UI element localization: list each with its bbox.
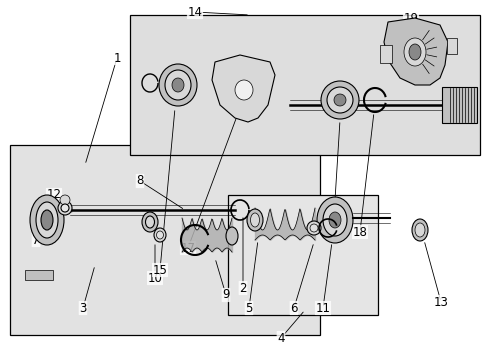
Ellipse shape [58,201,72,215]
Ellipse shape [316,197,352,243]
Text: 14: 14 [187,5,202,18]
Ellipse shape [333,94,346,106]
Ellipse shape [306,221,320,235]
Ellipse shape [309,224,317,232]
Ellipse shape [154,228,165,242]
Text: 2: 2 [239,282,246,294]
Text: 18: 18 [352,225,366,238]
Polygon shape [212,55,274,122]
Text: 7: 7 [32,234,40,247]
Ellipse shape [36,202,58,238]
Ellipse shape [250,213,259,227]
Bar [10,145,319,335]
Bar [25,270,53,280]
Ellipse shape [235,80,252,100]
Text: 17: 17 [180,242,195,255]
Text: 1: 1 [113,51,121,64]
Text: 11: 11 [315,302,330,315]
Text: 8: 8 [136,175,143,188]
Ellipse shape [30,195,64,245]
Bar [446,38,456,54]
Text: 4: 4 [277,332,284,345]
Text: 15: 15 [152,264,167,276]
Bar [130,15,479,155]
Ellipse shape [142,212,158,232]
Ellipse shape [145,216,154,228]
Text: 9: 9 [222,288,229,302]
Ellipse shape [403,38,425,66]
Ellipse shape [326,87,352,113]
Bar [227,195,377,315]
Ellipse shape [41,210,53,230]
Text: 16: 16 [325,225,340,238]
Ellipse shape [320,81,358,119]
Bar [379,45,391,63]
Text: 3: 3 [79,302,86,315]
Ellipse shape [246,209,263,231]
Text: 10: 10 [147,271,162,284]
Ellipse shape [225,227,238,245]
Ellipse shape [411,219,427,241]
Text: 13: 13 [433,296,447,309]
Text: 5: 5 [245,302,252,315]
Text: 6: 6 [290,302,297,315]
Ellipse shape [156,231,163,239]
Ellipse shape [164,70,191,100]
Ellipse shape [159,64,197,106]
Ellipse shape [408,44,420,60]
Ellipse shape [61,204,69,212]
Ellipse shape [323,204,346,236]
Polygon shape [383,18,447,85]
Text: 12: 12 [46,189,61,202]
Ellipse shape [414,223,424,237]
Bar [441,87,476,123]
Ellipse shape [60,195,70,205]
Ellipse shape [328,212,340,228]
Text: 19: 19 [403,12,418,24]
Ellipse shape [172,78,183,92]
